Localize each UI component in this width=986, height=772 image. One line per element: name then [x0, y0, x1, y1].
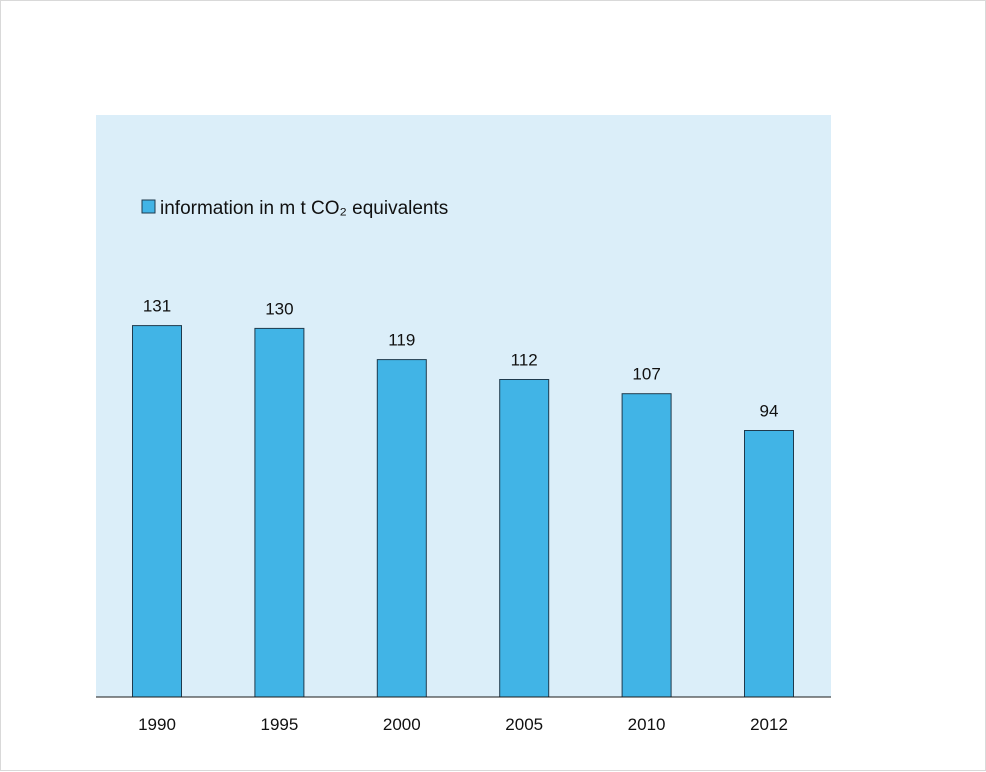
bar-2005 [499, 379, 550, 698]
bar-1990 [132, 325, 182, 698]
bar-2010 [621, 393, 672, 698]
value-label-2005: 112 [511, 351, 538, 370]
value-label-1990: 131 [143, 297, 171, 316]
legend-swatch [141, 199, 156, 214]
x-tick-label-2005: 2005 [505, 715, 543, 734]
legend: information in m t CO₂ equivalents [141, 198, 448, 219]
value-label-1995: 130 [265, 299, 293, 318]
x-tick-label-2012: 2012 [750, 715, 788, 734]
legend-label: information in m t CO₂ equivalents [160, 198, 448, 219]
value-labels-group: 131 130 119 112 107 94 [143, 297, 779, 421]
plot-area [96, 115, 831, 697]
x-tick-label-2010: 2010 [628, 715, 666, 734]
value-label-2010: 107 [632, 365, 660, 384]
x-tick-label-1995: 1995 [260, 715, 298, 734]
value-label-2000: 119 [388, 331, 415, 350]
bar-2000 [376, 359, 427, 698]
bar-1995 [254, 327, 305, 698]
x-tick-labels-group: 1990 1995 2000 2005 2010 2012 [138, 715, 788, 734]
value-label-2012: 94 [760, 402, 779, 421]
bars-group [132, 325, 794, 698]
bar-2012 [744, 430, 794, 698]
x-tick-label-2000: 2000 [383, 715, 421, 734]
x-tick-label-1990: 1990 [138, 715, 176, 734]
